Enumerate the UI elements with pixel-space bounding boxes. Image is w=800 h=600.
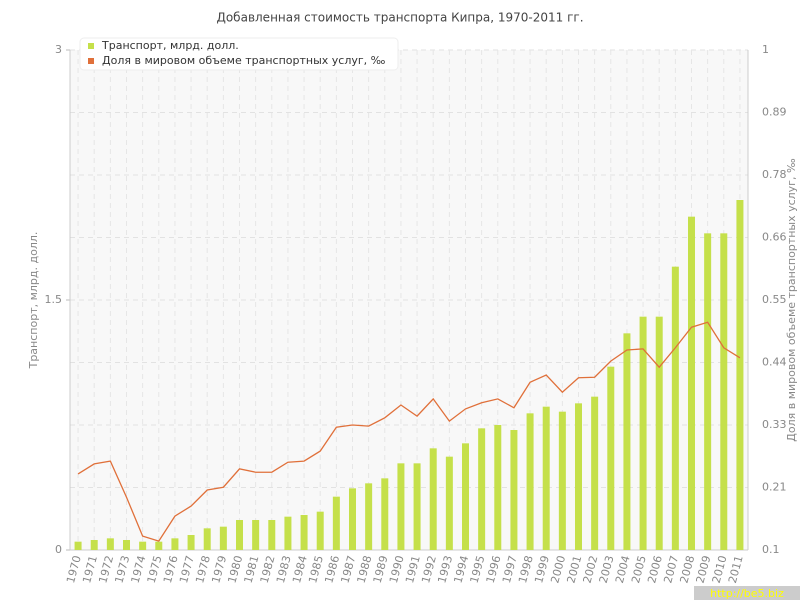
bar	[171, 538, 179, 550]
bar	[639, 316, 647, 550]
y-tick-label: 0	[55, 543, 62, 556]
bar	[591, 396, 599, 550]
bar	[558, 411, 566, 550]
legend: Транспорт, млрд. долл. Доля в мировом объ…	[79, 37, 399, 71]
bar	[445, 456, 453, 550]
bar	[510, 430, 518, 550]
bar	[316, 511, 324, 550]
bar	[575, 403, 582, 550]
watermark: http://be5.biz	[710, 587, 784, 600]
bar	[203, 528, 211, 550]
bar	[655, 316, 663, 550]
bar	[720, 233, 728, 551]
y2-tick-label: 0.1	[762, 543, 780, 556]
bar	[123, 540, 130, 550]
legend-label: Доля в мировом объеме транспортных услуг…	[102, 54, 386, 67]
bar	[623, 333, 631, 550]
bar	[187, 535, 195, 550]
bar	[74, 541, 82, 550]
bar	[704, 233, 712, 551]
bar	[542, 406, 550, 550]
chart-title: Добавленная стоимость транспорта Кипра, …	[216, 11, 583, 25]
bar	[268, 520, 276, 550]
y2-tick-label: 0.89	[762, 106, 787, 119]
bar	[413, 463, 421, 550]
bar	[429, 448, 437, 550]
y2-tick-label: 0.44	[762, 356, 787, 369]
y2-tick-label: 1	[762, 43, 769, 56]
bar	[494, 425, 502, 550]
bar	[90, 540, 98, 550]
legend-label: Транспорт, млрд. долл.	[101, 39, 239, 52]
legend-swatch	[88, 43, 94, 49]
bar	[478, 428, 486, 550]
bar	[349, 488, 356, 550]
y-tick-label: 3	[55, 43, 62, 56]
y-axis-title: Транспорт, млрд. долл.	[27, 232, 40, 370]
y2-tick-label: 0.33	[762, 418, 787, 431]
bar	[219, 526, 227, 550]
bar	[300, 515, 308, 550]
watermark-bg	[694, 586, 800, 600]
bar	[155, 541, 163, 550]
bar	[381, 478, 389, 550]
bar	[736, 200, 744, 550]
bar	[671, 266, 679, 550]
bar	[252, 520, 260, 550]
bar	[462, 443, 469, 550]
bar	[397, 463, 405, 550]
y2-axis-title: Доля в мировом объеме транспортных услуг…	[785, 158, 798, 442]
y2-tick-label: 0.21	[762, 481, 787, 494]
bar	[688, 216, 695, 550]
y2-tick-label: 0.78	[762, 168, 787, 181]
bar	[332, 496, 340, 550]
y2-tick-label: 0.66	[762, 231, 787, 244]
y-tick-label: 1.5	[45, 293, 63, 306]
bar	[139, 541, 147, 550]
legend-box	[79, 37, 399, 71]
y2-tick-label: 0.55	[762, 293, 787, 306]
bar	[365, 483, 373, 550]
bar	[236, 520, 243, 550]
bar	[526, 413, 534, 550]
bar	[284, 516, 292, 550]
line	[77, 321, 741, 542]
bar	[106, 538, 114, 550]
bar	[607, 366, 615, 550]
legend-swatch	[88, 58, 94, 64]
